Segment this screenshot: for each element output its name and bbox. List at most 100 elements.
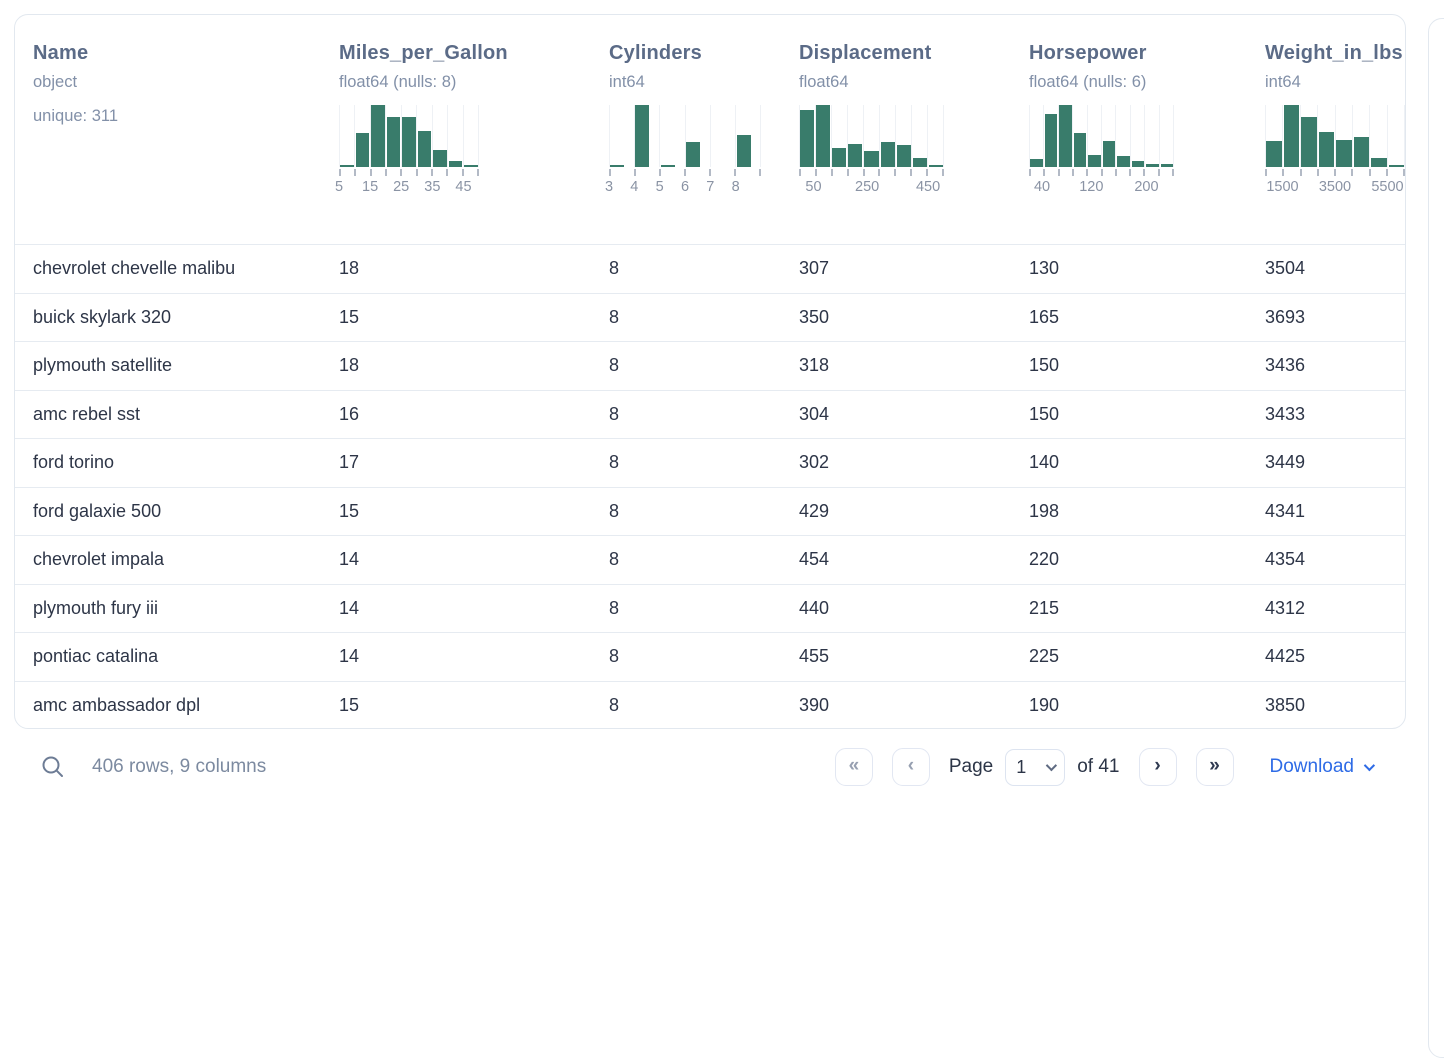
histogram-axis [339,167,479,176]
histogram-miles-per-gallon[interactable]: 5 15 25 35 45 [335,105,479,196]
table-row: pontiac catalina 14 8 455 225 4425 [15,632,1405,681]
axis-tick [1316,169,1319,176]
table-cell: 18 [339,258,360,279]
column-type: int64 [609,73,645,91]
page-select[interactable]: 1 [1005,748,1066,786]
page-label: Page [948,756,994,777]
histogram-gridline [609,105,610,167]
histogram-bars [339,105,479,167]
page-total-label: of 41 [1077,756,1120,777]
histogram-bar [864,151,879,167]
column-name: Horsepower [1029,42,1147,64]
table-cell: 8 [609,258,620,279]
table-cell: 215 [1029,597,1060,618]
histogram-gridline [339,105,340,167]
table-cell: 17 [339,452,360,473]
histogram-horsepower[interactable]: 40 120 200 [1029,105,1174,196]
axis-tick [1299,169,1302,176]
histogram-bar [736,135,751,167]
histogram-gridline [1369,105,1371,167]
histogram-gridline [863,105,864,167]
histogram-gridline [831,105,832,167]
axis-tick [1351,169,1354,176]
axis-tick [1403,169,1405,176]
histogram-gridline [1043,105,1045,167]
axis-tick-label: 3 [604,179,614,195]
table-cell: 15 [339,694,360,715]
next-page-button[interactable]: › [1138,748,1177,786]
histogram-bar [1353,137,1369,167]
histogram-bar [417,131,432,167]
table-cell: 304 [799,403,830,424]
axis-tick [709,169,711,176]
histogram-gridline [684,105,686,167]
table-row: ford torino 17 8 302 140 3449 [15,438,1405,487]
axis-tick-label: 3500 [1318,179,1352,195]
axis-tick [759,169,761,176]
table-body: chevrolet chevelle malibu 18 8 307 130 3504 bu… [15,244,1405,728]
axis-tick [799,169,801,176]
histogram-bar [355,133,370,167]
table-cell: 3433 [1265,403,1306,424]
table-cell: 165 [1029,306,1060,327]
histogram-axis [609,167,761,176]
table-scroll-area[interactable]: Name object unique: 311 Miles_per_Gallon flo… [15,15,1405,728]
histogram-gridline [478,105,479,167]
histogram-gridline [1351,105,1353,167]
histogram-axis-labels: 1500 3500 5500 [1265,176,1405,196]
histogram-bar [832,148,847,167]
search-button[interactable] [38,752,68,782]
histogram-bar [1301,117,1317,167]
histogram-gridline [659,105,661,167]
histogram-weight-in-lbs[interactable]: 1500 3500 5500 [1265,105,1405,196]
histogram-bar [635,105,650,167]
axis-tick [830,169,833,176]
histogram-gridline [385,105,387,167]
table-cell: 3850 [1265,694,1306,715]
column-header-displacement: Displacement float64 50 250 450 [799,40,1029,244]
histogram-bar [1160,164,1173,167]
axis-tick-label: 45 [455,179,472,195]
table-cell: 8 [609,355,620,376]
column-unique-count: unique: 311 [33,107,119,125]
table-cell: 4354 [1265,549,1306,570]
histogram-bars [799,105,944,167]
table-row: amc rebel sst 16 8 304 150 3433 [15,389,1405,439]
column-header-weight-in-lbs: Weight_in_lbs int64 1500 3500 5500 [1265,40,1405,244]
table-cell: 8 [609,694,620,715]
table-cell: 3449 [1265,452,1306,473]
table-cell: 4425 [1265,646,1306,667]
histogram-gridline [1317,105,1319,167]
histogram-displacement[interactable]: 50 250 450 [799,105,944,196]
chevron-down-icon [1363,759,1376,772]
histogram-gridline [1386,105,1388,167]
column-name: Cylinders [609,42,702,64]
previous-page-button[interactable]: ‹ [891,748,930,786]
download-button[interactable]: Download [1264,755,1379,779]
first-page-button[interactable]: « [834,748,873,786]
histogram-bar [1336,140,1352,167]
table-cell: ford torino [33,452,115,473]
histogram-gridline [709,105,711,167]
histogram-bar [1030,159,1043,167]
table-cell: 4312 [1265,597,1306,618]
histogram-gridline [943,105,944,167]
axis-tick-label: 4 [630,179,639,195]
histogram-gridline [1265,105,1266,167]
axis-tick [1282,169,1285,176]
last-page-button[interactable]: » [1195,748,1234,786]
table-cell: amc ambassador dpl [33,694,201,715]
histogram-bar [433,150,447,167]
column-name: Weight_in_lbs [1265,42,1403,64]
download-label: Download [1269,756,1355,777]
histogram-bar [371,105,385,167]
histogram-gridline [879,105,880,167]
table-cell: 8 [609,646,620,667]
pagination: « ‹ Page 1 of 41 › » [834,748,1234,786]
histogram-bar [1088,155,1101,167]
table-cell: 3693 [1265,306,1306,327]
column-name: Miles_per_Gallon [339,42,508,64]
axis-tick [461,169,464,176]
